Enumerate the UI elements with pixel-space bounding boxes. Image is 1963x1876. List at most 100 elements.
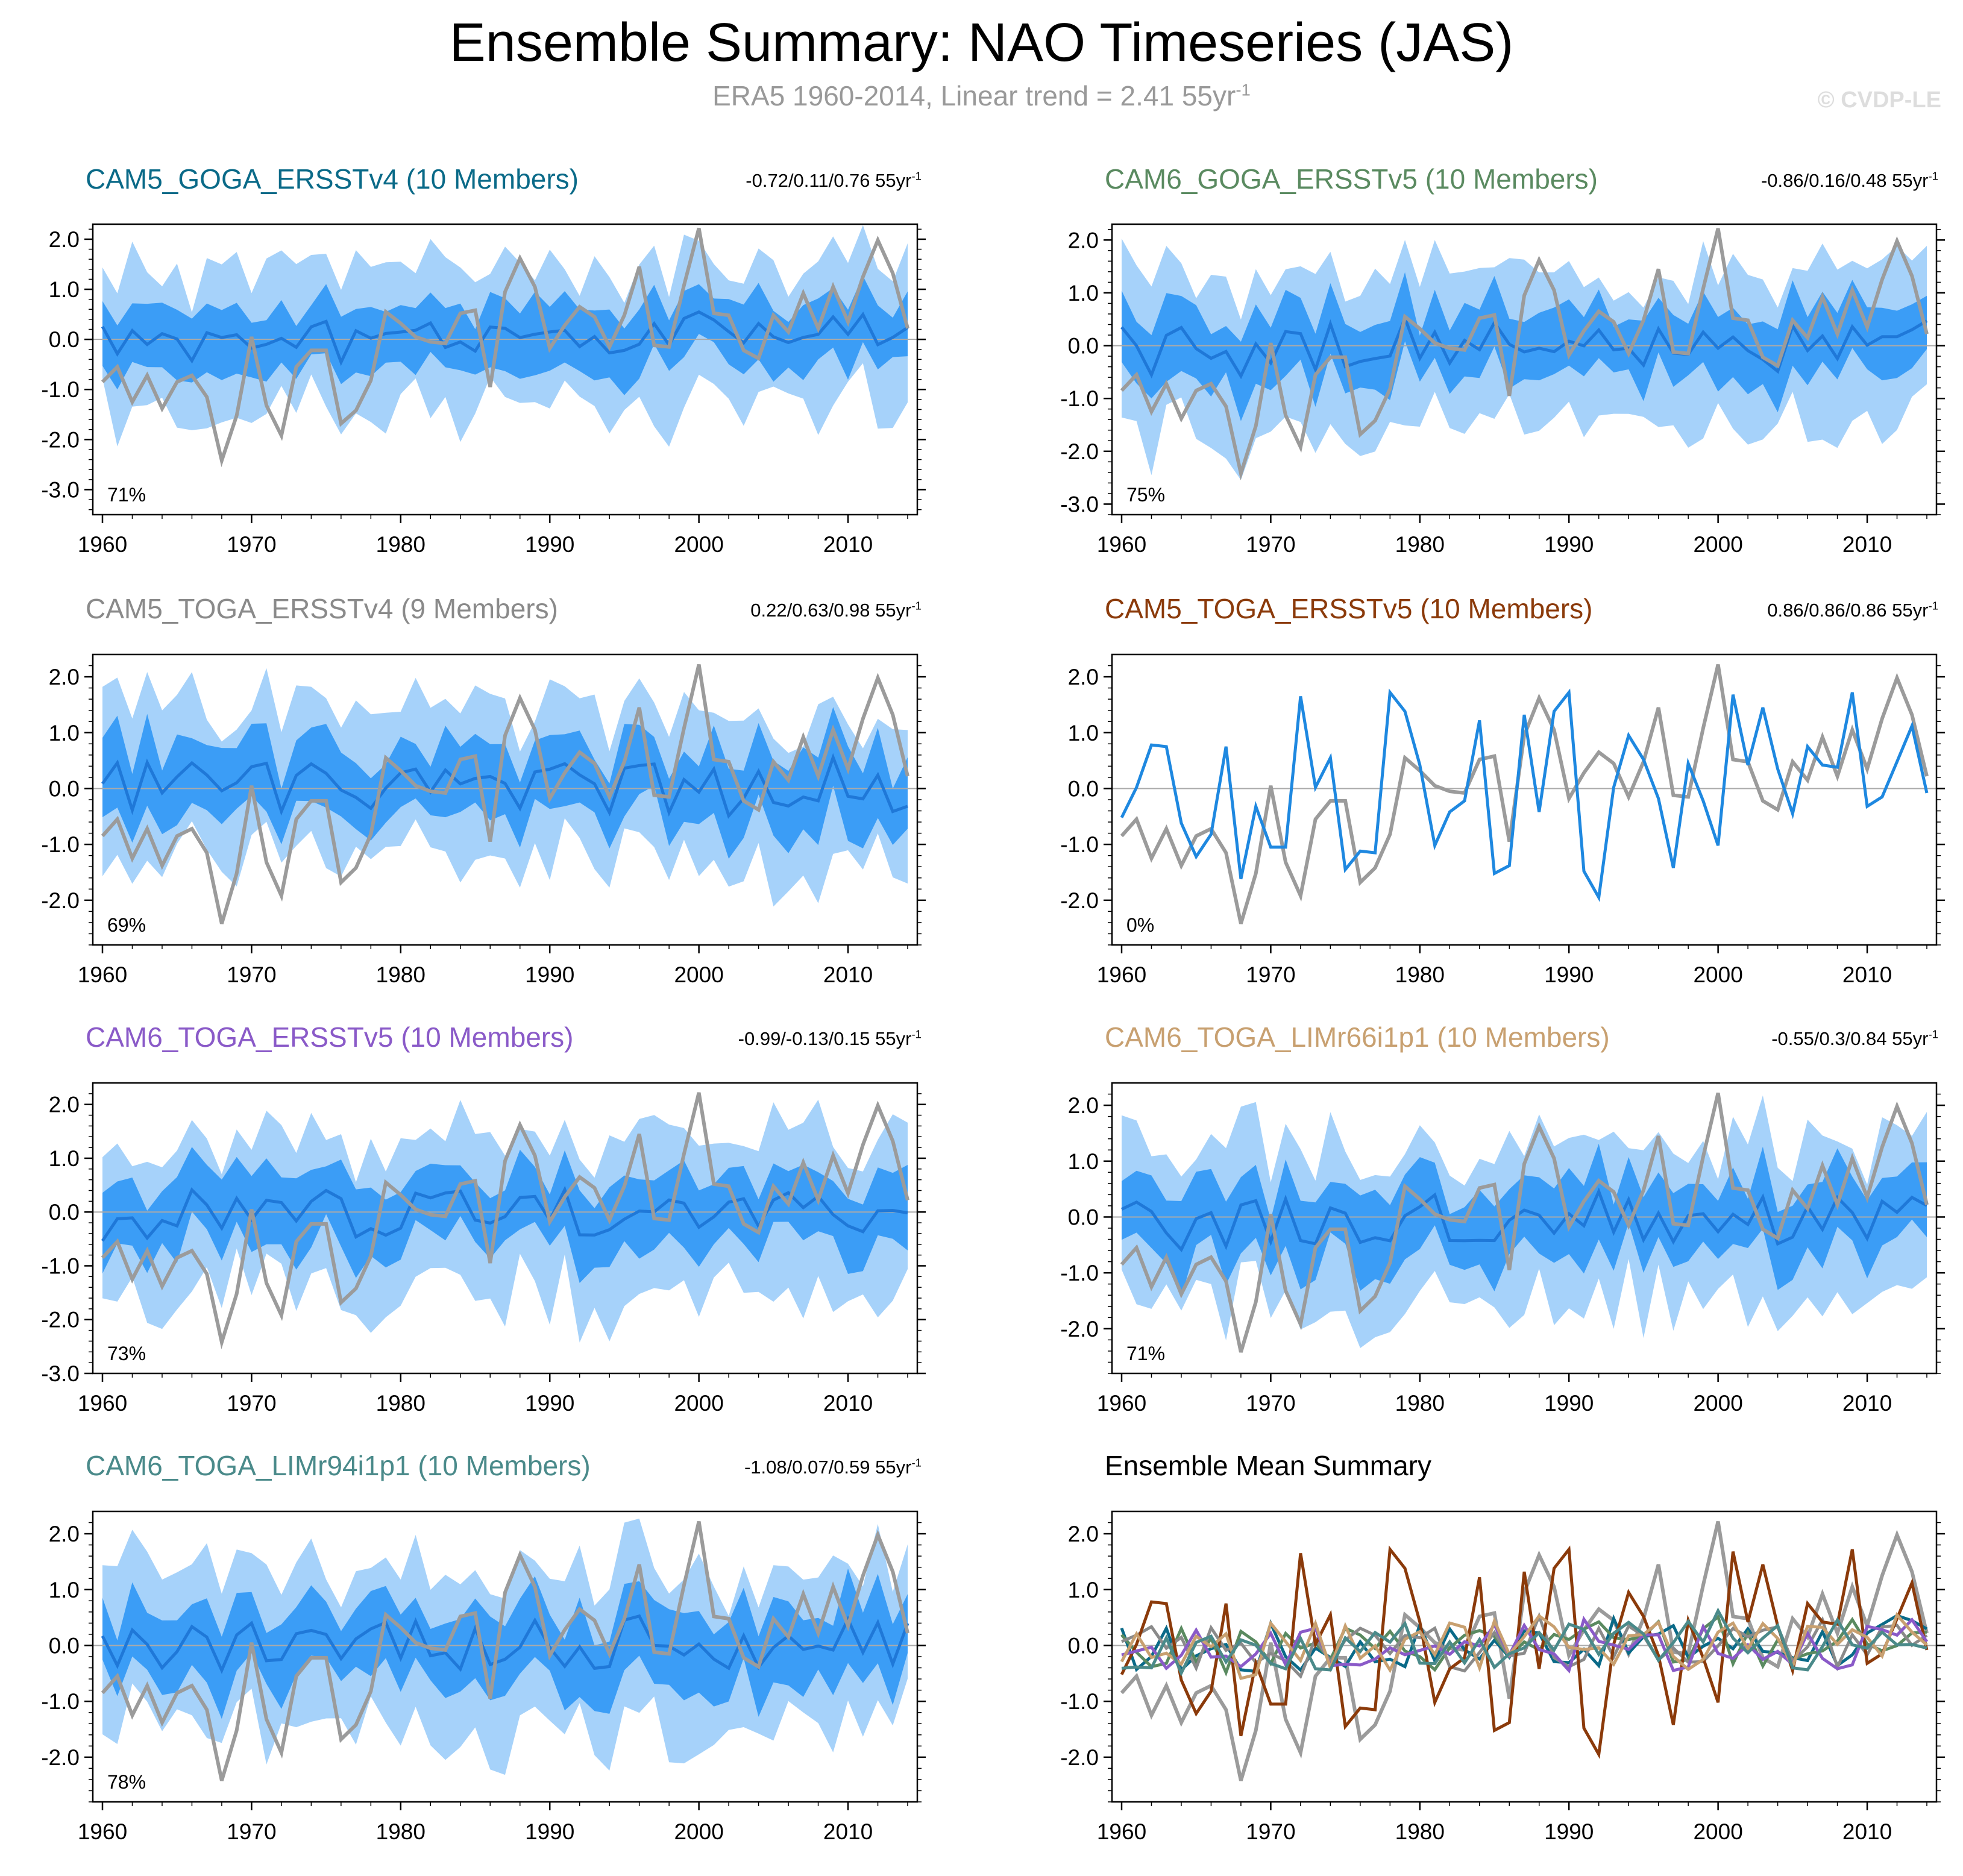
panel-title-3: CAM5_TOGA_ERSSTv4 (9 Members) [86, 593, 558, 624]
x-tick-label: 2010 [1842, 1391, 1892, 1416]
y-tick-label: 0.0 [49, 1633, 80, 1658]
panel-stats-6: -0.55/0.3/0.84 55yr-1 [1771, 1028, 1938, 1050]
panel-stats-text: -0.86/0.16/0.48 55yr [1760, 170, 1929, 191]
y-tick-label: -1.0 [41, 832, 80, 857]
series-line-cam6_toga_limr94i1p1 [1121, 1607, 1927, 1677]
x-tick-label: 2000 [1693, 1391, 1742, 1416]
y-tick-label: -1.0 [41, 1689, 80, 1714]
ensemble-mean-line [101, 1614, 909, 1674]
x-tick-label: 1990 [525, 962, 574, 987]
x-tick-label: 1970 [227, 1391, 276, 1416]
x-tick-label: 1990 [525, 1391, 574, 1416]
plot-area [93, 1518, 917, 1781]
panel-stats-exponent: -1 [911, 599, 922, 612]
y-tick-label: 0.0 [1068, 334, 1099, 359]
panel-title-5: CAM6_TOGA_ERSSTv5 (10 Members) [86, 1021, 574, 1053]
panel-stats-3: 0.22/0.63/0.98 55yr-1 [750, 600, 922, 621]
y-tick-label: -1.0 [1060, 386, 1099, 411]
y-tick-label: 1.0 [49, 1146, 80, 1171]
x-tick-label: 1970 [1246, 1391, 1295, 1416]
observed-nao-line [1120, 228, 1929, 481]
x-tick-label: 1980 [1395, 962, 1445, 987]
y-tick-label: 0.0 [49, 1200, 80, 1225]
plot-area [93, 225, 917, 468]
x-tick-label: 1960 [1097, 962, 1146, 987]
x-tick-label: 2000 [674, 962, 723, 987]
y-tick-label: 0.0 [1068, 1633, 1099, 1658]
y-tick-label: 2.0 [1068, 1522, 1099, 1546]
ensemble-mean-line [101, 310, 909, 366]
panel-title-8: Ensemble Mean Summary [1105, 1450, 1431, 1481]
y-tick-label: 1.0 [49, 277, 80, 302]
panel-stats-5: -0.99/-0.13/0.15 55yr-1 [738, 1028, 922, 1050]
x-tick-label: 1970 [227, 1819, 276, 1844]
series-line-cam5_toga_ersstv5 [1120, 1545, 1929, 1759]
panel-stats-exponent: -1 [911, 1027, 922, 1041]
panel-stats-text: -0.72/0.11/0.76 55yr [746, 170, 912, 191]
y-tick-label: -2.0 [41, 888, 80, 913]
plot-area [93, 1092, 917, 1349]
y-tick-label: -1.0 [1060, 1689, 1099, 1714]
panel-stats-text: -1.08/0.07/0.59 55yr [744, 1457, 912, 1478]
observed-nao-line [101, 1092, 909, 1349]
x-tick-label: 2010 [823, 962, 873, 987]
y-tick-label: 0.0 [49, 776, 80, 801]
ensemble-mean-line [101, 1185, 908, 1242]
panel-stats-exponent: -1 [1928, 599, 1938, 612]
y-tick-label: 1.0 [49, 721, 80, 745]
panel-stats-text: -0.99/-0.13/0.15 55yr [738, 1028, 912, 1049]
percent-label: 71% [107, 484, 146, 506]
observed-nao-line [1120, 1521, 1929, 1781]
y-tick-label: 0.0 [1068, 1205, 1099, 1229]
x-tick-label: 1970 [1246, 962, 1295, 987]
y-tick-label: 2.0 [1068, 228, 1099, 253]
x-tick-label: 1960 [78, 962, 127, 987]
y-tick-label: -2.0 [1060, 1745, 1099, 1770]
chart-panel-2: 2.0 1.0 0.0 -1.0 -2.0 -3.0 1960 1970 1980 1990 200… [1060, 223, 1945, 557]
ensemble-interquartile-band [1122, 272, 1927, 421]
copyright-label: © CVDP-LE [1817, 87, 1941, 113]
plot-frame [92, 1082, 919, 1375]
x-tick-label: 2010 [823, 1391, 873, 1416]
x-tick-label: 2010 [1842, 962, 1892, 987]
y-tick-label: 1.0 [49, 1578, 80, 1602]
x-tick-label: 1970 [1246, 1819, 1295, 1844]
x-tick-label: 2000 [674, 1391, 723, 1416]
y-tick-label: 2.0 [49, 1522, 80, 1546]
x-tick-label: 1960 [1097, 532, 1146, 557]
x-tick-label: 1980 [1395, 1819, 1445, 1844]
panel-stats-7: -1.08/0.07/0.59 55yr-1 [744, 1457, 922, 1478]
y-tick-label: -1.0 [1060, 1261, 1099, 1285]
x-tick-label: 1980 [376, 1819, 426, 1844]
observed-nao-line [1120, 664, 1929, 924]
chart-panel-5: 2.0 1.0 0.0 -1.0 -2.0 -3.0 1960 1970 1980 1990 200… [41, 1082, 926, 1416]
x-tick-label: 1960 [1097, 1819, 1146, 1844]
panel-stats-exponent: -1 [911, 169, 922, 183]
x-tick-label: 1980 [376, 962, 426, 987]
panel-stats-4: 0.86/0.86/0.86 55yr-1 [1767, 600, 1938, 621]
x-tick-label: 2000 [1693, 532, 1742, 557]
subtitle-exponent: -1 [1236, 80, 1251, 99]
y-tick-label: 1.0 [1068, 281, 1099, 306]
plot-area [93, 664, 917, 924]
y-tick-label: 1.0 [1068, 1149, 1099, 1174]
y-tick-label: -2.0 [1060, 439, 1099, 464]
chart-panel-3: 2.0 1.0 0.0 -1.0 -2.0 1960 1970 1980 1990 2000 201… [41, 653, 926, 987]
percent-label: 69% [107, 914, 146, 936]
x-tick-label: 2010 [1842, 1819, 1892, 1844]
plot-area [1112, 228, 1936, 481]
y-tick-label: -2.0 [1060, 1317, 1099, 1341]
panel-stats-exponent: -1 [1928, 1027, 1938, 1041]
panel-stats-2: -0.86/0.16/0.48 55yr-1 [1761, 170, 1938, 192]
panel-title-6: CAM6_TOGA_LIMr66i1p1 (10 Members) [1105, 1021, 1610, 1053]
y-tick-label: -2.0 [41, 427, 80, 452]
chart-panel-6: 2.0 1.0 0.0 -1.0 -2.0 1960 1970 1980 1990 2000 201… [1060, 1082, 1945, 1416]
percent-label: 73% [107, 1343, 146, 1364]
percent-label: 0% [1126, 914, 1154, 936]
panel-stats-text: 0.22/0.63/0.98 55yr [750, 600, 912, 621]
y-tick-label: -2.0 [41, 1308, 80, 1332]
panel-stats-text: -0.55/0.3/0.84 55yr [1771, 1028, 1929, 1049]
y-tick-label: 0.0 [1068, 776, 1099, 801]
y-tick-label: -3.0 [41, 1361, 80, 1386]
